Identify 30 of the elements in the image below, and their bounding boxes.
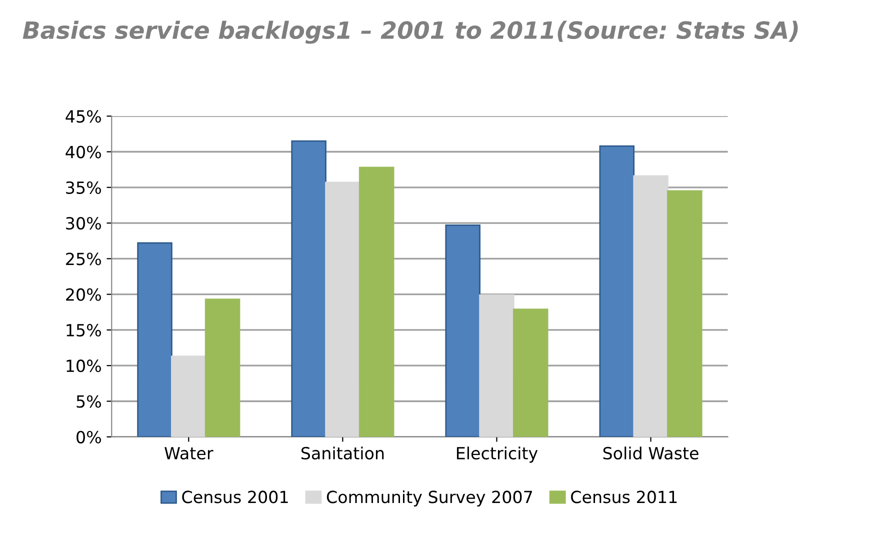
chart-title: Basics service backlogs1 – 2001 to 2011(Source: Stats SA) bbox=[22, 20, 798, 44]
x-tick-label: Electricity bbox=[456, 446, 538, 463]
y-tick-label: 0% bbox=[76, 430, 101, 444]
bar bbox=[599, 145, 635, 437]
bar bbox=[325, 182, 360, 437]
x-tick-label: Sanitation bbox=[301, 446, 384, 460]
y-tick-label: 10% bbox=[66, 360, 101, 372]
y-tick-label: 25% bbox=[66, 252, 101, 266]
x-tick-label: Solid Waste bbox=[603, 446, 698, 460]
bar bbox=[291, 140, 326, 437]
bar bbox=[137, 242, 172, 437]
bar bbox=[171, 356, 206, 437]
bar bbox=[358, 166, 394, 437]
y-tick-label: 40% bbox=[66, 146, 101, 158]
bar bbox=[445, 224, 480, 437]
y-tick-label: 35% bbox=[66, 181, 101, 194]
y-tick-label: 45% bbox=[66, 110, 101, 123]
y-tick-label: 5% bbox=[76, 395, 101, 408]
x-tick-label: Water bbox=[164, 447, 214, 460]
y-tick-label: 30% bbox=[66, 217, 101, 230]
bar bbox=[512, 308, 548, 437]
bar bbox=[479, 294, 514, 437]
y-tick-label: 20% bbox=[66, 288, 101, 301]
y-tick-label: 15% bbox=[66, 324, 101, 337]
legend-label: Census 2001 bbox=[182, 490, 288, 504]
bar bbox=[667, 190, 702, 437]
bar bbox=[204, 298, 240, 437]
bar bbox=[633, 175, 668, 437]
legend-label: Census 2011 bbox=[571, 490, 677, 504]
legend-label: Community Survey 2007 bbox=[326, 490, 532, 506]
